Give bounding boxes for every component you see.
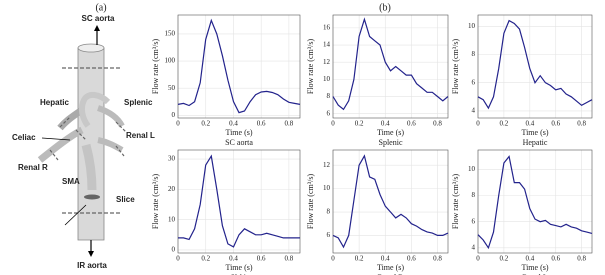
diagram-label: Renal R (18, 163, 48, 172)
plot-frame (332, 14, 449, 119)
diagram-label: Hepatic (40, 98, 69, 107)
chart-title: SC aorta (225, 138, 253, 147)
x-tick-label: 0.4 (381, 255, 390, 263)
y-tick-label: 50 (168, 84, 176, 92)
chart-title: SMA (230, 273, 248, 275)
chart-title: Renal R (378, 273, 405, 275)
chart-title: Hepatic (523, 138, 548, 147)
x-tick-label: 0 (331, 120, 335, 128)
x-tick-label: 0.2 (201, 255, 210, 263)
x-tick-label: 0.6 (257, 255, 266, 263)
x-tick-label: 0 (476, 255, 480, 263)
x-tick-label: 0.4 (229, 255, 238, 263)
line (477, 155, 593, 250)
y-tick-label: 8 (472, 50, 476, 58)
panel-label: (b) (379, 2, 391, 13)
y-tick-label: 6 (327, 231, 331, 239)
x-tick-label: 0.4 (525, 255, 534, 263)
plot-frame (477, 14, 593, 119)
y-tick-label: 12 (323, 58, 331, 66)
y-tick-label: 6 (472, 78, 476, 86)
x-tick-label: 0.6 (407, 120, 416, 128)
y-tick-label: 20 (168, 185, 176, 193)
diagram-label: SC aorta (82, 14, 115, 23)
y-tick-label: 30 (168, 155, 176, 163)
y-tick-label: 100 (165, 57, 176, 65)
y-tick-label: 6 (472, 217, 476, 225)
x-tick-label: 0 (331, 255, 335, 263)
y-tick-label: 150 (165, 30, 176, 38)
x-axis-label: Time (s) (521, 128, 548, 137)
line (177, 18, 301, 114)
x-tick-label: 0.4 (229, 120, 238, 128)
diagram-label: Celiac (12, 133, 36, 142)
x-tick-label: 0.4 (381, 120, 390, 128)
chart-title: Renal L (522, 273, 548, 275)
panel-label: (a) (95, 2, 106, 13)
x-axis-label: Time (s) (225, 128, 252, 137)
x-axis-label: Time (s) (521, 263, 548, 272)
x-axis-label: Time (s) (225, 263, 252, 272)
plot-frame (177, 14, 301, 119)
y-tick-label: 16 (323, 23, 331, 31)
x-axis-label: Time (s) (377, 128, 404, 137)
y-tick-label: 6 (327, 109, 331, 117)
y-tick-label: 8 (327, 208, 331, 216)
diagram-label: SMA (62, 177, 80, 186)
diagram-label: IR aorta (77, 261, 107, 270)
x-tick-label: 0.2 (201, 120, 210, 128)
y-tick-label: 12 (323, 161, 331, 169)
x-tick-label: 0.8 (433, 120, 442, 128)
y-tick-label: 4 (472, 107, 476, 115)
y-tick-label: 14 (323, 41, 331, 49)
x-tick-label: 0.8 (285, 120, 294, 128)
y-tick-label: 10 (323, 75, 331, 83)
x-tick-label: 0.8 (285, 255, 294, 263)
x-tick-label: 0.8 (577, 255, 586, 263)
plot-frame (477, 149, 593, 254)
x-tick-label: 0.8 (577, 120, 586, 128)
y-tick-label: 10 (468, 165, 476, 173)
y-axis-label: Flow rate (cm³/s) (151, 39, 160, 95)
line (332, 17, 449, 111)
y-axis-label: Flow rate (cm³/s) (151, 174, 160, 230)
diagram-label: Renal L (126, 131, 155, 140)
x-tick-label: 0 (176, 120, 180, 128)
y-axis-label: Flow rate (cm³/s) (306, 174, 315, 230)
line (332, 154, 449, 249)
x-axis-label: Time (s) (377, 263, 404, 272)
x-tick-label: 0.6 (551, 120, 560, 128)
line (178, 154, 300, 248)
line (477, 19, 593, 110)
x-tick-label: 0.4 (525, 120, 534, 128)
y-axis-label: Flow rate (cm³/s) (451, 174, 460, 230)
x-tick-label: 0.2 (355, 120, 364, 128)
y-tick-label: 10 (168, 215, 176, 223)
x-tick-label: 0.6 (257, 120, 266, 128)
y-tick-label: 8 (327, 92, 331, 100)
y-tick-label: 0 (172, 111, 176, 119)
plot-frame (332, 149, 449, 254)
y-tick-label: 10 (468, 22, 476, 30)
x-tick-label: 0.6 (551, 255, 560, 263)
x-tick-label: 0 (476, 120, 480, 128)
plot-frame (177, 149, 301, 254)
y-tick-label: 0 (172, 246, 176, 254)
x-tick-label: 0.2 (500, 120, 509, 128)
x-tick-label: 0.6 (407, 255, 416, 263)
y-axis-label: Flow rate (cm³/s) (306, 39, 315, 95)
y-tick-label: 4 (472, 243, 476, 251)
diagram-label: Splenic (124, 98, 153, 107)
chart-title: Splenic (379, 138, 403, 147)
y-tick-label: 8 (472, 191, 476, 199)
diagram-label: Slice (116, 195, 135, 204)
y-axis-label: Flow rate (cm³/s) (451, 39, 460, 95)
x-tick-label: 0.2 (500, 255, 509, 263)
x-tick-label: 0.8 (433, 255, 442, 263)
vessel-diagram (37, 25, 127, 257)
y-tick-label: 10 (323, 184, 331, 192)
x-tick-label: 0 (176, 255, 180, 263)
x-tick-label: 0.2 (355, 255, 364, 263)
